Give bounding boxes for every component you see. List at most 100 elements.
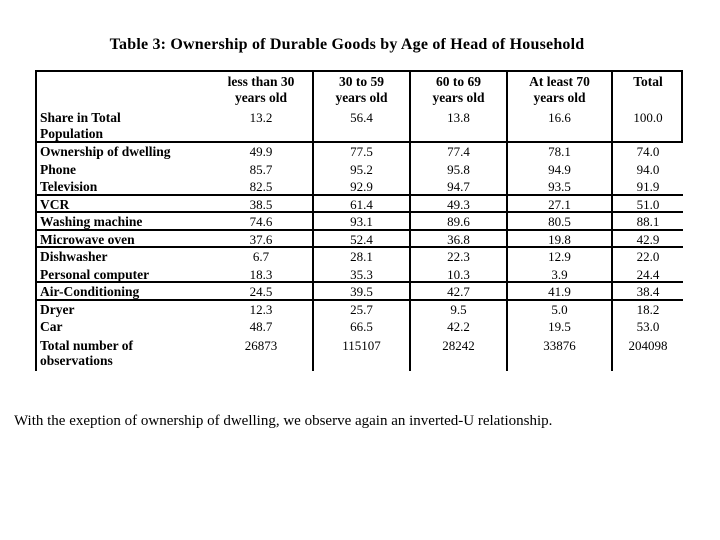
row-label: Television	[40, 179, 98, 194]
cell-value: 94.0	[611, 160, 683, 178]
cell-value: 38.4	[611, 283, 683, 299]
row-label: Dryer	[40, 301, 75, 317]
corner-cell	[37, 72, 210, 108]
cell-value: 22.0	[611, 248, 683, 266]
cell-value: 52.4	[312, 230, 409, 246]
cell-value: 42.9	[611, 230, 683, 246]
cell-value: 12.9	[506, 248, 611, 266]
cell-value: 93.1	[312, 213, 409, 229]
cell-value: 19.5	[506, 318, 611, 336]
cell-value: 41.9	[506, 283, 611, 299]
table-row: Total number of observations 26873 115107 2…	[37, 335, 683, 371]
row-label: Personal computer	[40, 266, 150, 282]
cell-value: 27.1	[506, 195, 611, 211]
cell-value: 94.9	[506, 160, 611, 178]
table-row: Phone 85.7 95.2 95.8 94.9 94.0	[37, 160, 683, 178]
cell-value: 33876	[506, 335, 611, 371]
cell-value: 66.5	[312, 318, 409, 336]
cell-value: 77.5	[312, 143, 409, 161]
cell-value: 13.8	[409, 108, 506, 141]
cell-value: 74.0	[611, 143, 683, 161]
cell-value: 12.3	[249, 301, 273, 317]
cell-value: 74.6	[249, 214, 273, 229]
row-label: Total number of observations	[40, 337, 134, 369]
cell-value: 92.9	[312, 178, 409, 194]
cell-value: 37.6	[249, 231, 273, 247]
row-label: Car	[40, 319, 63, 334]
cell-value: 93.5	[506, 178, 611, 194]
cell-value: 10.3	[409, 265, 506, 281]
cell-value: 53.0	[611, 318, 683, 336]
row-label: VCR	[40, 196, 70, 212]
cell-value: 77.4	[409, 143, 506, 161]
row-label: Phone	[40, 161, 77, 177]
cell-value: 49.3	[409, 195, 506, 211]
cell-value: 42.2	[409, 318, 506, 336]
row-label: Share in Total Population	[40, 110, 121, 141]
cell-value: 89.6	[409, 213, 506, 229]
slide-title: Table 3: Ownership of Durable Goods by A…	[109, 36, 585, 53]
cell-value: 94.7	[409, 178, 506, 194]
cell-value: 28242	[409, 335, 506, 371]
slide-caption: With the exeption of ownership of dwelli…	[14, 413, 553, 429]
cell-value: 48.7	[249, 319, 273, 334]
table-row: Personal computer 18.3 35.3 10.3 3.9 24.4	[37, 265, 683, 283]
cell-value: 49.9	[249, 144, 273, 159]
cell-value: 26873	[244, 337, 278, 353]
cell-value: 95.2	[312, 160, 409, 178]
column-header: At least 70 years old	[506, 72, 611, 108]
cell-value: 61.4	[312, 195, 409, 211]
row-label: Microwave oven	[40, 231, 135, 247]
cell-value: 88.1	[611, 213, 683, 229]
cell-value: 85.7	[249, 161, 273, 177]
cell-value: 5.0	[506, 300, 611, 318]
column-header: 30 to 59 years old	[312, 72, 409, 108]
cell-value: 24.5	[249, 284, 273, 299]
cell-value: 51.0	[611, 195, 683, 211]
row-label: Air-Conditioning	[40, 284, 140, 299]
cell-value: 6.7	[252, 249, 270, 264]
cell-value: 39.5	[312, 283, 409, 299]
cell-value: 35.3	[312, 265, 409, 281]
cell-value: 25.7	[312, 300, 409, 318]
table-row: Washing machine 74.6 93.1 89.6 80.5 88.1	[37, 213, 683, 231]
cell-value: 56.4	[312, 108, 409, 141]
row-label: Dishwasher	[40, 249, 108, 264]
column-header: less than 30 years old	[227, 74, 295, 105]
durable-goods-table: less than 30 years old 30 to 59 years old…	[35, 70, 683, 371]
cell-value: 100.0	[611, 108, 683, 141]
cell-value: 13.2	[249, 110, 273, 125]
table-right-border-segment	[681, 72, 683, 143]
table-row: Ownership of dwelling 49.9 77.5 77.4 78.1 74.…	[37, 143, 683, 161]
table-header-row: less than 30 years old 30 to 59 years old…	[37, 72, 683, 108]
cell-value: 78.1	[506, 143, 611, 161]
table-row: Car 48.7 66.5 42.2 19.5 53.0	[37, 318, 683, 336]
cell-value: 9.5	[409, 300, 506, 318]
column-header: Total	[611, 72, 683, 108]
table-row: Microwave oven 37.6 52.4 36.8 19.8 42.9	[37, 230, 683, 248]
cell-value: 19.8	[506, 230, 611, 246]
cell-value: 204098	[611, 335, 683, 371]
cell-value: 18.2	[611, 300, 683, 318]
cell-value: 22.3	[409, 248, 506, 266]
table-row: Air-Conditioning 24.5 39.5 42.7 41.9 38.4	[37, 283, 683, 301]
cell-value: 91.9	[611, 178, 683, 194]
cell-value: 80.5	[506, 213, 611, 229]
cell-value: 18.3	[249, 266, 273, 282]
cell-value: 3.9	[506, 265, 611, 281]
cell-value: 36.8	[409, 230, 506, 246]
cell-value: 95.8	[409, 160, 506, 178]
cell-value: 42.7	[409, 283, 506, 299]
cell-value: 38.5	[249, 196, 273, 212]
cell-value: 28.1	[312, 248, 409, 266]
cell-value: 16.6	[506, 108, 611, 141]
table-row: Television 82.5 92.9 94.7 93.5 91.9	[37, 178, 683, 196]
column-header: 60 to 69 years old	[409, 72, 506, 108]
cell-value: 24.4	[611, 265, 683, 281]
row-label: Ownership of dwelling	[40, 144, 171, 159]
table-row: Dishwasher 6.7 28.1 22.3 12.9 22.0	[37, 248, 683, 266]
table-row: VCR 38.5 61.4 49.3 27.1 51.0	[37, 195, 683, 213]
table-row: Share in Total Population 13.2 56.4 13.8 16.…	[37, 108, 683, 143]
table-row: Dryer 12.3 25.7 9.5 5.0 18.2	[37, 300, 683, 318]
cell-value: 82.5	[249, 179, 273, 194]
